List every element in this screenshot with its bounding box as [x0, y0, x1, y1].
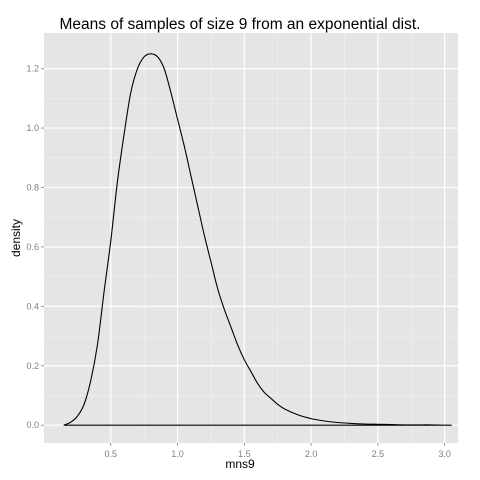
chart-title: Means of samples of size 9 from an expon… — [60, 16, 421, 33]
x-tick-label: 2.5 — [372, 449, 385, 459]
y-tick-label: 1.0 — [26, 123, 39, 133]
y-tick-label: 0.8 — [26, 182, 39, 192]
x-tick-label: 1.5 — [238, 449, 251, 459]
x-tick-label: 2.0 — [305, 449, 318, 459]
series-layer — [63, 53, 452, 426]
y-axis-label: density — [9, 219, 23, 257]
x-tick-label: 0.5 — [105, 449, 118, 459]
y-tick-label: 0.4 — [26, 301, 39, 311]
y-tick-label: 0.6 — [26, 242, 39, 252]
x-axis-ticks: 0.5 1.0 1.5 2.0 2.5 3.0 — [105, 443, 451, 459]
x-tick-label: 3.0 — [438, 449, 451, 459]
x-axis-label: mns9 — [225, 457, 255, 471]
y-tick-label: 0.0 — [26, 420, 39, 430]
y-tick-label: 1.2 — [26, 64, 39, 74]
x-tick-label: 1.0 — [171, 449, 184, 459]
y-axis-ticks: 0.0 0.2 0.4 0.6 0.8 1.0 1.2 — [26, 64, 44, 430]
density-curve — [63, 53, 452, 426]
y-tick-label: 0.2 — [26, 361, 39, 371]
minor-gridlines — [44, 33, 458, 443]
plot-panel — [44, 33, 458, 443]
